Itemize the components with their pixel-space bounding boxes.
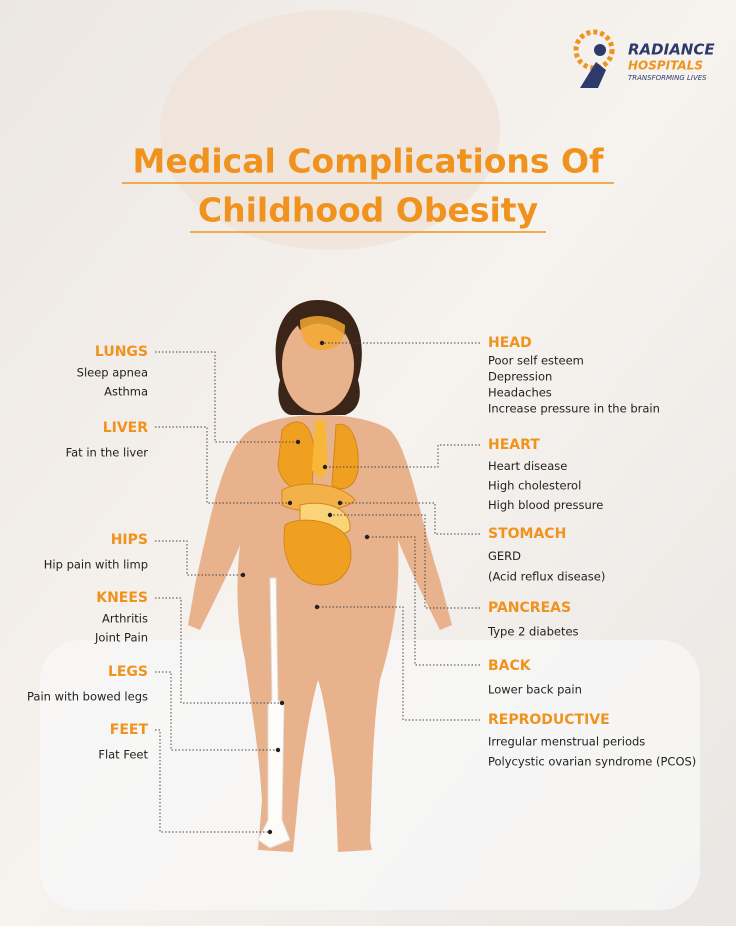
leader-line: [340, 502, 480, 535]
complication-item: Joint Pain: [94, 631, 148, 645]
complication-item: Pain with bowed legs: [27, 690, 148, 704]
leader-dot: [319, 340, 325, 346]
leader-dot: [314, 604, 320, 610]
complication-item: Fat in the liver: [66, 446, 149, 460]
complication-item: Flat Feet: [98, 748, 148, 762]
leader-line: [155, 540, 243, 576]
complication-heading: HEART: [488, 437, 540, 453]
leader-dot: [267, 829, 273, 835]
complication-item: Irregular menstrual periods: [488, 735, 645, 749]
complication-heading: STOMACH: [488, 526, 566, 542]
complication-heading: LEGS: [108, 664, 148, 680]
complication-item: High blood pressure: [488, 498, 603, 512]
leader-line: [155, 671, 278, 751]
complication-heading: PANCREAS: [488, 600, 571, 616]
leader-line: [325, 444, 480, 468]
leader-dot: [240, 572, 246, 578]
complication-item: GERD: [488, 549, 521, 563]
complication-item: Lower back pain: [488, 683, 582, 697]
title-line: Medical Complications Of: [133, 142, 605, 181]
complication-heading: KNEES: [96, 590, 148, 606]
complication-item: Hip pain with limp: [44, 558, 148, 572]
complication-heading: FEET: [110, 722, 149, 738]
complication-heading: HEAD: [488, 335, 532, 351]
complication-item: (Acid reflux disease): [488, 570, 605, 584]
leader-dot: [322, 464, 328, 470]
complication-item: Increase pressure in the brain: [488, 402, 660, 416]
complication-item: Headaches: [488, 386, 552, 400]
leader-dot: [295, 439, 301, 445]
complication-item: Arthritis: [102, 612, 148, 626]
logo: RADIANCE HOSPITALS TRANSFORMING LIVES: [573, 29, 715, 88]
complication-heading: BACK: [488, 658, 532, 674]
complication-heading: HIPS: [111, 532, 148, 548]
complication-item: Asthma: [104, 385, 148, 399]
body-figure: [188, 300, 452, 852]
complication-item: High cholesterol: [488, 479, 581, 493]
complication-item: Sleep apnea: [77, 366, 148, 380]
leader-dot: [287, 500, 293, 506]
complication-heading: LIVER: [103, 420, 149, 436]
leader-line: [367, 536, 480, 666]
complication-item: Depression: [488, 370, 552, 384]
leader-line: [155, 426, 290, 504]
complication-item: Poor self esteem: [488, 354, 584, 368]
leader-line: [155, 351, 298, 443]
logo-name: RADIANCE: [628, 41, 715, 59]
leader-line: [317, 606, 480, 721]
leader-dot: [364, 534, 370, 540]
leader-dot: [327, 512, 333, 518]
logo-subname: HOSPITALS: [628, 59, 703, 73]
leader-dot: [337, 500, 343, 506]
logo-tagline: TRANSFORMING LIVES: [628, 74, 707, 82]
background-blur: [160, 10, 500, 250]
title-line: Childhood Obesity: [198, 191, 538, 230]
complication-heading: LUNGS: [95, 344, 148, 360]
leader-line: [155, 597, 282, 704]
complication-heading: REPRODUCTIVE: [488, 712, 610, 728]
complication-item: Polycystic ovarian syndrome (PCOS): [488, 755, 696, 769]
leader-line: [330, 514, 480, 609]
leader-line: [155, 729, 270, 833]
complication-item: Type 2 diabetes: [487, 625, 579, 639]
complication-item: Heart disease: [488, 459, 567, 473]
leader-dot: [279, 700, 285, 706]
leader-dot: [275, 747, 281, 753]
